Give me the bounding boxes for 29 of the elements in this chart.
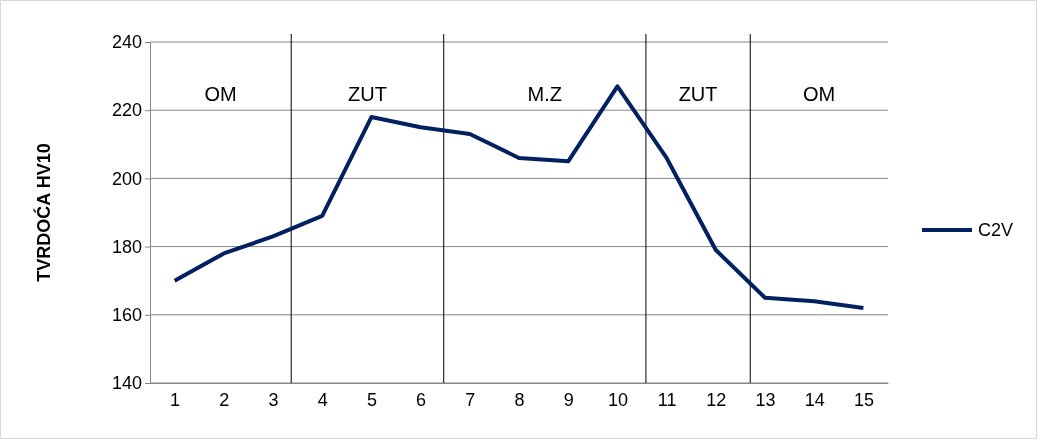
annotation: M.Z [527,83,563,105]
x-tick-label: 4 [317,389,328,410]
annotation: ZUT [348,83,387,105]
y-axis-title: TVRDOĆA HV10 [33,143,54,282]
line-series [172,84,866,310]
y-tick-label: 180 [111,236,142,257]
x-tick-label: 15 [853,389,874,410]
y-tick-label: 160 [111,305,142,326]
x-tick-label: 6 [416,389,427,410]
x-tick-label: 10 [607,389,628,410]
x-tick-label: 11 [657,389,677,410]
x-tick-label: 13 [755,389,776,410]
y-tick-label: 220 [111,100,142,121]
y-tick-label: 140 [111,373,142,394]
x-tick-label: 14 [804,389,825,410]
legend-label: C2V [978,220,1014,241]
x-tick-label: 2 [219,389,230,410]
x-tick-label: 5 [366,389,377,410]
x-tick-label: 12 [706,389,727,410]
annotation: OM [803,83,836,105]
x-tick-label: 3 [268,389,279,410]
y-tick-label: 200 [111,168,142,189]
x-tick-label: 9 [563,389,574,410]
annotation: ZUT [678,83,718,105]
y-tick-label: 240 [111,32,142,53]
x-tick-label: 8 [514,389,525,410]
x-tick-label: 7 [465,389,476,410]
annotation: OM [204,83,237,105]
x-tick-label: 1 [170,389,181,410]
